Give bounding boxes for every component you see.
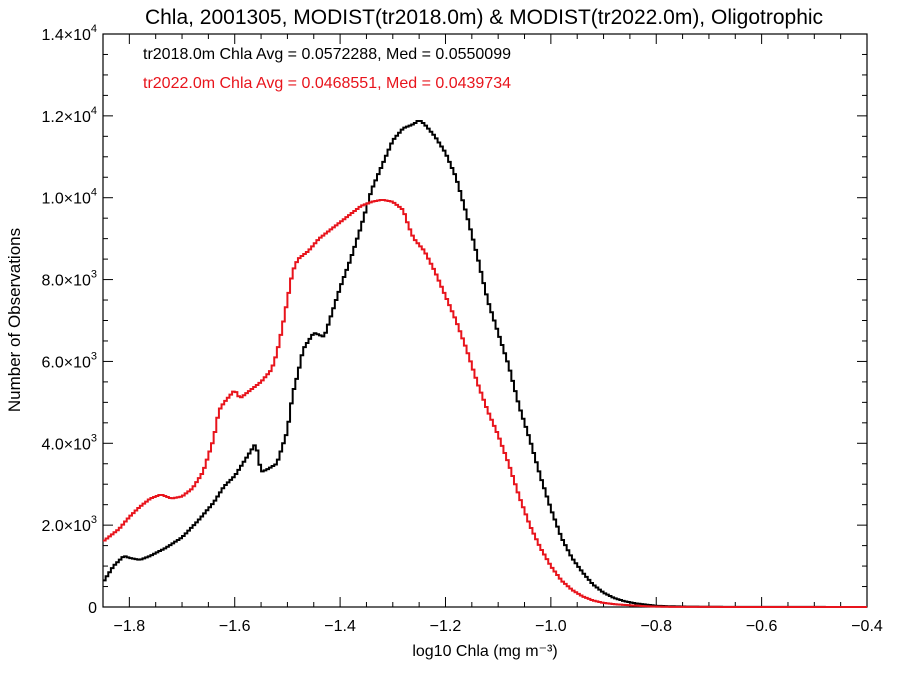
y-axis-label: Number of Observations <box>5 228 24 412</box>
y-tick-label: 6.0×103 <box>41 350 97 371</box>
y-tick-label: 1.4×104 <box>41 23 97 44</box>
y-tick-label: 1.2×104 <box>41 105 97 126</box>
series-line-tr2022 <box>103 199 867 608</box>
annotation-tr2022: tr2022.0m Chla Avg = 0.0468551, Med = 0.… <box>143 75 511 92</box>
chart-title: Chla, 2001305, MODIST(tr2018.0m) & MODIS… <box>145 6 823 29</box>
x-tick-label: −0.4 <box>851 618 883 635</box>
y-tick-label: 4.0×103 <box>41 432 97 453</box>
y-tick-label: 0 <box>88 600 97 617</box>
x-axis-label: log10 Chla (mg m⁻³) <box>412 643 557 660</box>
plot-frame <box>102 33 868 608</box>
x-tick-label: −1.8 <box>114 618 146 635</box>
annotation-tr2018: tr2018.0m Chla Avg = 0.0572288, Med = 0.… <box>143 46 511 63</box>
y-tick-label: 1.0×104 <box>41 187 97 208</box>
x-axis: −1.8 −1.6 −1.4 −1.2 −1.0 −0.8 −0.6 −0.4 <box>102 34 883 635</box>
y-tick-label: 2.0×103 <box>41 514 97 535</box>
x-tick-label: −0.8 <box>640 618 672 635</box>
x-tick-label: −1.2 <box>430 618 462 635</box>
x-tick-label: −1.0 <box>535 618 567 635</box>
y-axis: 0 2.0×103 4.0×103 6.0×103 8.0×103 1.0×104 1.2×… <box>41 23 867 617</box>
x-tick-label: −1.6 <box>219 618 251 635</box>
x-tick-label: −1.4 <box>324 618 356 635</box>
y-tick-label: 8.0×103 <box>41 269 97 290</box>
series-line-tr2018 <box>103 119 867 608</box>
x-tick-label: −0.6 <box>746 618 778 635</box>
